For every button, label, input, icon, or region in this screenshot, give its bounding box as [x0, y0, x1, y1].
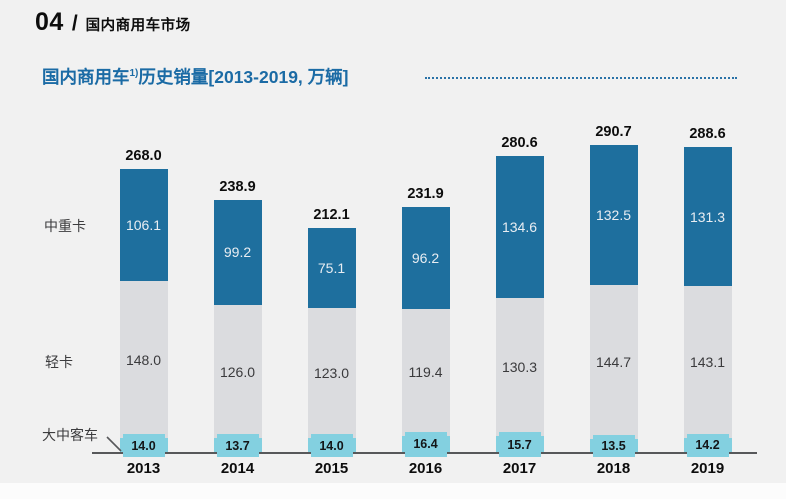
bar-segment-heavy-truck: 75.1 — [307, 228, 356, 308]
page-title: 国内商用车市场 — [85, 18, 191, 34]
bar-segment-light-truck: 123.0 — [307, 307, 356, 439]
bar-segment-light-truck: 119.4 — [401, 309, 450, 436]
bus-value-plate: 14.0 — [310, 434, 353, 457]
bar-segment-heavy-truck: 106.1 — [119, 168, 168, 282]
bar-segment-heavy-truck: 131.3 — [683, 147, 732, 287]
bar-segment-heavy-truck: 96.2 — [401, 207, 450, 310]
bottom-strip — [0, 483, 786, 499]
bar-segment-heavy-truck: 132.5 — [589, 144, 638, 286]
total-value-label: 288.6 — [689, 126, 726, 143]
x-axis-category-label: 2017 — [502, 460, 537, 477]
chart-title-suffix: 历史销量[2013-2019, 万辆] — [138, 67, 349, 87]
total-value-label: 280.6 — [501, 134, 538, 151]
bus-label-connector-line — [106, 436, 122, 452]
bus-value-plate: 13.7 — [216, 434, 259, 457]
bus-value-plate: 14.0 — [122, 434, 165, 457]
bar-segment-heavy-truck: 99.2 — [213, 199, 262, 305]
series-label-heavy-truck: 中重卡 — [44, 218, 86, 234]
x-axis-category-label: 2013 — [126, 460, 161, 477]
bus-value-plate: 13.5 — [592, 434, 635, 457]
total-value-label: 290.7 — [595, 123, 632, 140]
bar-segment-heavy-truck: 134.6 — [495, 155, 544, 299]
total-value-label: 231.9 — [407, 186, 444, 203]
section-number: 04 — [35, 8, 64, 36]
bar-segment-light-truck: 126.0 — [213, 304, 262, 439]
x-axis-category-label: 2014 — [220, 460, 255, 477]
dotted-leader-line — [425, 77, 737, 79]
bus-value-plate: 16.4 — [404, 431, 447, 457]
bar-segment-light-truck: 130.3 — [495, 298, 544, 437]
x-axis-category-label: 2016 — [408, 460, 443, 477]
footnote-marker: 1) — [129, 68, 139, 80]
chart-title: 国内商用车1)历史销量[2013-2019, 万辆] — [42, 64, 348, 89]
page-header: 04 / 国内商用车市场 — [35, 8, 191, 37]
bar-segment-light-truck: 148.0 — [119, 281, 168, 439]
series-label-bus: 大中客车 — [42, 427, 98, 443]
section-separator: / — [71, 12, 78, 35]
bus-value-plate: 15.7 — [498, 432, 541, 457]
bus-value-plate: 14.2 — [686, 433, 729, 457]
chart-title-prefix: 国内商用车 — [42, 67, 130, 87]
total-value-label: 268.0 — [125, 147, 162, 164]
bar-segment-light-truck: 144.7 — [589, 285, 638, 439]
x-axis-category-label: 2018 — [596, 460, 631, 477]
bar-segment-light-truck: 143.1 — [683, 286, 732, 438]
total-value-label: 238.9 — [219, 178, 256, 195]
total-value-label: 212.1 — [313, 207, 350, 224]
x-axis-category-label: 2019 — [690, 460, 725, 477]
series-label-light-truck: 轻卡 — [45, 354, 73, 370]
x-axis-category-label: 2015 — [314, 460, 349, 477]
